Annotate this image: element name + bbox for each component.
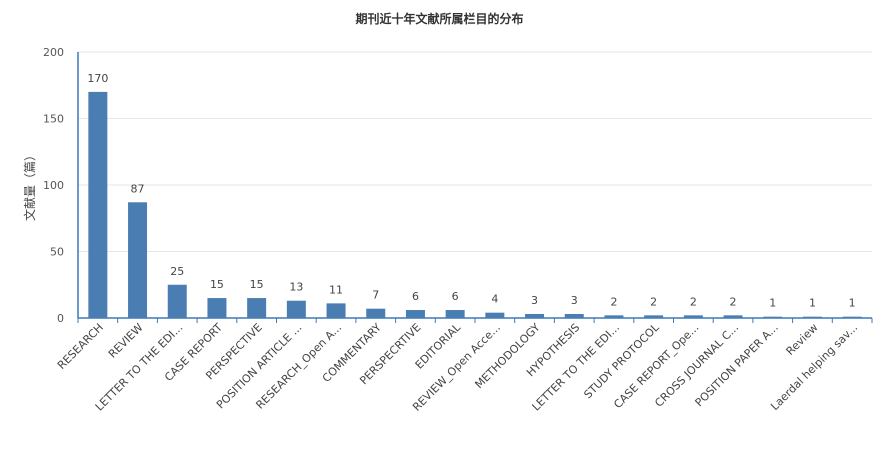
bar-value-label: 15 xyxy=(210,278,224,291)
bar-value-label: 2 xyxy=(610,295,617,308)
bar xyxy=(604,315,624,318)
bar-value-label: 1 xyxy=(809,297,816,310)
bar xyxy=(564,314,584,318)
bar-value-label: 1 xyxy=(769,297,776,310)
bar-value-label: 87 xyxy=(131,182,145,195)
y-tick-label: 150 xyxy=(43,113,64,126)
bar-value-label: 3 xyxy=(531,294,538,307)
bar-value-label: 1 xyxy=(849,297,856,310)
bar xyxy=(445,310,465,318)
bar xyxy=(128,202,148,318)
chart-title: 期刊近十年文献所属栏目的分布 xyxy=(355,12,524,26)
bar xyxy=(167,284,187,318)
bar-value-label: 6 xyxy=(412,290,419,303)
x-tick-label: STUDY PROTOCOL xyxy=(581,320,662,401)
y-tick-label: 0 xyxy=(57,312,64,325)
bar xyxy=(802,316,822,318)
bar-value-label: 4 xyxy=(491,293,498,306)
bar xyxy=(286,300,306,318)
x-tick-label: REVIEW xyxy=(106,321,146,361)
bar xyxy=(644,315,664,318)
bar xyxy=(247,298,267,318)
bar xyxy=(326,303,346,318)
bar xyxy=(366,308,386,318)
bar-value-label: 2 xyxy=(690,295,697,308)
bar xyxy=(207,298,227,318)
bar-value-label: 170 xyxy=(87,72,108,85)
bar xyxy=(405,310,425,318)
bar-value-label: 15 xyxy=(250,278,264,291)
bar xyxy=(763,316,783,318)
bar-value-label: 3 xyxy=(571,294,578,307)
bar xyxy=(842,316,862,318)
x-tick-label: RESEARCH xyxy=(55,321,106,372)
bar xyxy=(723,315,743,318)
y-tick-label: 200 xyxy=(43,46,64,59)
bar xyxy=(88,91,108,319)
bar-value-label: 2 xyxy=(730,295,737,308)
bar-value-label: 7 xyxy=(372,289,379,302)
y-tick-label: 50 xyxy=(50,246,64,259)
bar-value-label: 11 xyxy=(329,283,343,296)
bar-value-label: 2 xyxy=(650,295,657,308)
bar-value-label: 6 xyxy=(452,290,459,303)
x-tick-label: Review xyxy=(784,321,821,358)
bar-value-label: 25 xyxy=(170,265,184,278)
y-tick-label: 100 xyxy=(43,179,64,192)
bar xyxy=(525,314,545,318)
bar xyxy=(485,312,505,318)
bar xyxy=(683,315,703,318)
bar-value-label: 13 xyxy=(289,281,303,294)
y-axis-label: 文献量（篇） xyxy=(22,149,37,221)
